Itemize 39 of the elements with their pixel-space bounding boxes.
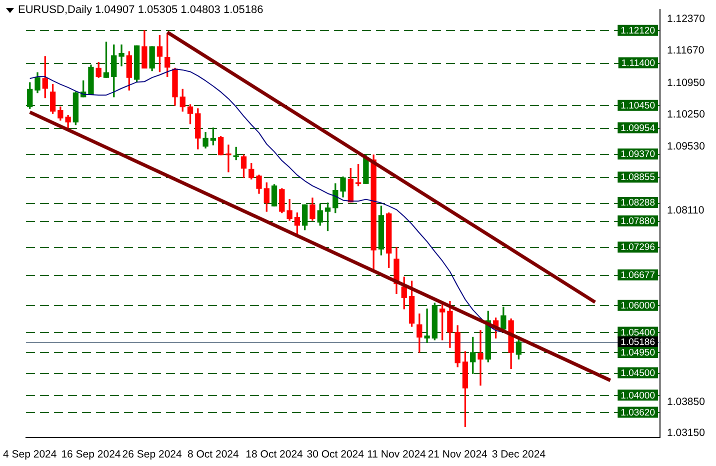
ref-line-label: 1.08855 [620,172,656,184]
x-tick-label: 18 Oct 2024 [246,448,304,461]
ref-line-label: 1.05400 [620,327,656,338]
ref-line-label: 1.12120 [620,26,656,37]
candlestick [478,330,484,386]
y-tick-label: 1.08110 [667,204,704,216]
x-tick-label: 4 Sep 2024 [3,448,57,461]
y-tick-label: 1.03150 [667,427,706,440]
ref-line-label: 1.04950 [620,348,656,359]
x-tick-label: 3 Dec 2024 [492,448,546,461]
ref-line-label: 1.09954 [620,122,656,134]
ref-line-label: 1.04000 [620,390,656,402]
ref-line-label: 1.05186 [620,337,656,348]
candlestick [424,308,430,343]
candlestick [118,44,124,66]
ref-line-label: 1.08288 [620,198,656,209]
ref-line-label: 1.07296 [620,242,656,254]
ref-line-label: 1.10450 [620,100,656,112]
x-tick-label: 11 Nov 2024 [367,448,426,461]
y-tick-label: 1.10250 [667,108,706,120]
y-tick-label: 1.12370 [667,13,706,26]
y-tick-label: 1.09530 [667,140,706,153]
ref-line-label: 1.04500 [620,368,656,379]
candlestick [226,144,232,172]
y-tick-label: 1.03850 [667,396,706,408]
chart-title: EURUSD,Daily 1.04907 1.05305 1.04803 1.05186 [18,4,264,16]
x-tick-label: 26 Sep 2024 [122,448,182,461]
ref-line-label: 1.07880 [620,216,656,228]
x-tick-label: 16 Sep 2024 [61,448,121,461]
y-tick-label: 1.10950 [667,76,706,89]
ref-line-label: 1.06000 [620,300,656,312]
x-tick-label: 21 Nov 2024 [428,448,488,461]
ref-line-label: 1.03620 [620,407,656,418]
y-tick-label: 1.11670 [667,44,704,57]
ref-line-label: 1.09370 [620,149,656,160]
ref-line-label: 1.06677 [620,270,656,282]
x-tick-label: 30 Oct 2024 [306,448,364,461]
x-tick-label: 8 Oct 2024 [187,448,240,461]
ref-line-label: 1.11400 [621,58,656,69]
